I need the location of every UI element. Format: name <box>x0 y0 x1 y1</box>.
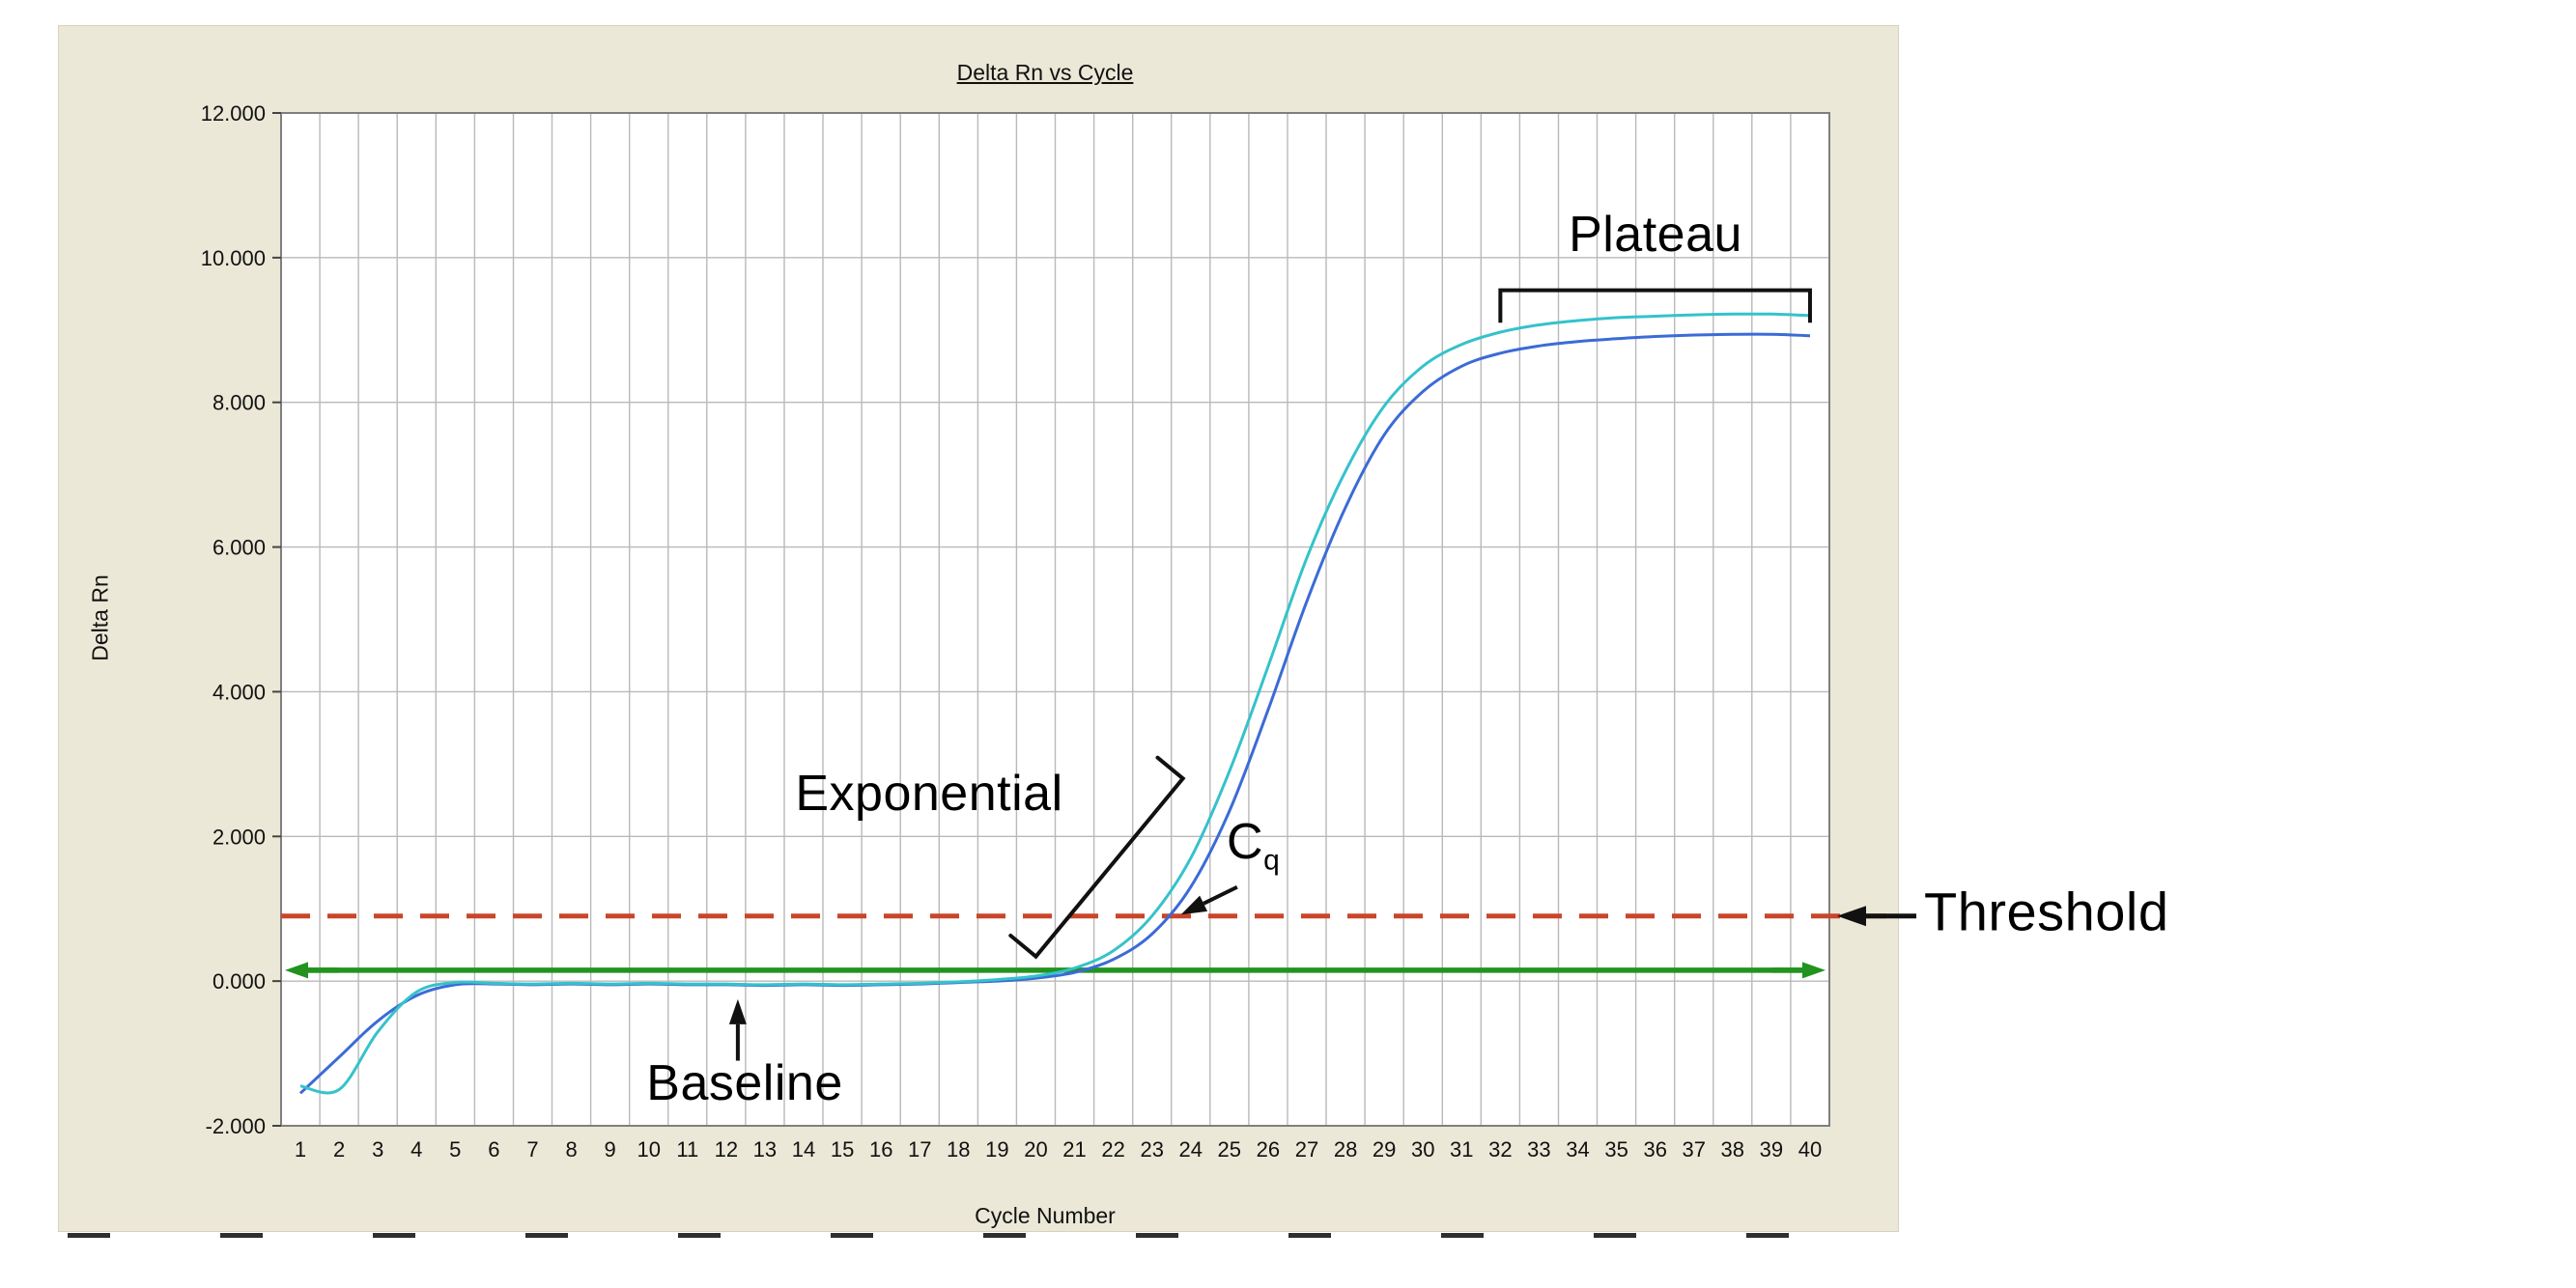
threshold-label: Threshold <box>1924 881 2169 942</box>
cropped-row-dashes <box>68 1233 1893 1238</box>
baseline-label: Baseline <box>646 1055 843 1111</box>
chart-title: Delta Rn vs Cycle <box>956 60 1134 85</box>
cq-label-main: C <box>1227 814 1264 870</box>
cq-label: Cq <box>1227 813 1280 877</box>
y-axis-label: Delta Rn <box>87 574 113 661</box>
cq-label-subscript: q <box>1263 844 1281 877</box>
plateau-label: Plateau <box>1569 207 1742 263</box>
x-axis-label: Cycle Number <box>975 1203 1116 1228</box>
exponential-label: Exponential <box>795 766 1063 822</box>
